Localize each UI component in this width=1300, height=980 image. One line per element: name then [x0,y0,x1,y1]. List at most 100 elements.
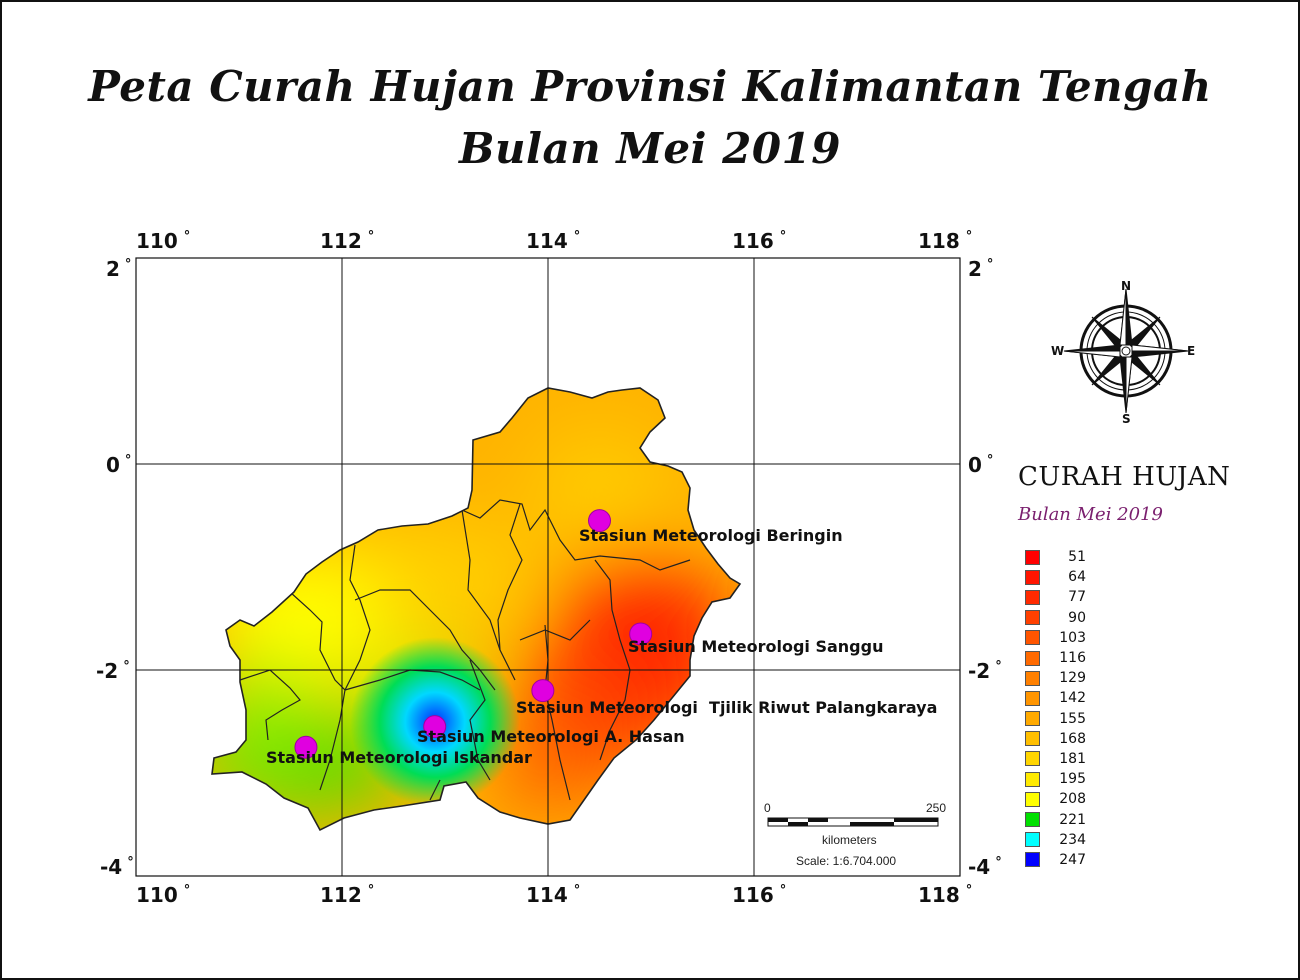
legend-swatch [1025,852,1040,868]
map-title: Peta Curah Hujan Provinsi Kalimantan Ten… [88,62,1212,111]
lat-tick-0-right: 0 ° [968,453,993,477]
legend-value: 90 [1068,609,1086,626]
legend-value: 129 [1059,670,1086,687]
lat-tick-2-right: 2 ° [968,257,993,281]
compass-north-label: N [1121,279,1131,293]
longitude-ticks-top: 110 ° 112 ° 114 ° 116 ° 118 ° [136,229,972,253]
legend-title: CURAH HUJAN [1018,462,1231,492]
latitude-ticks-left: 2 ° 0 ° -2 ° -4 ° [96,257,134,879]
compass-rose-icon: N S E W [1051,279,1195,426]
legend-value: 181 [1059,750,1086,767]
legend-value: 77 [1068,589,1086,606]
legend-value: 103 [1059,629,1086,646]
compass-south-label: S [1122,412,1131,426]
station-label-sanggu: Stasiun Meteorologi Sanggu [628,637,883,656]
legend-item: 103 [1018,628,1248,648]
legend-item: 77 [1018,587,1248,607]
station-labels: Stasiun Meteorologi Beringin Stasiun Met… [266,526,937,767]
legend-swatch [1025,549,1040,565]
legend-swatch [1025,771,1040,787]
station-marker-sanggu[interactable] [629,622,653,646]
station-label-beringin: Stasiun Meteorologi Beringin [579,526,843,545]
lon-tick-116-top: 116 ° [732,229,786,253]
lat-tick-2-left: 2 ° [106,257,131,281]
legend-swatch [1025,711,1040,727]
compass-east-label: E [1187,344,1195,358]
lat-tick-m4-left: -4 ° [100,855,134,879]
longitude-ticks-bottom: 110 ° 112 ° 114 ° 116 ° 118 ° [136,883,972,907]
latitude-ticks-right: 2 ° 0 ° -2 ° -4 ° [968,257,1002,879]
scale-ratio-label: Scale: 1:6.704.000 [796,854,896,868]
station-label-a-hasan: Stasiun Meteorologi A. Hasan [417,727,685,746]
lon-tick-112-top: 112 ° [320,229,374,253]
lat-tick-m2-right: -2 ° [968,659,1002,683]
legend-swatch [1025,670,1040,686]
station-label-iskandar: Stasiun Meteorologi Iskandar [266,748,532,767]
legend-value: 195 [1059,771,1086,788]
rainfall-surface [212,388,740,830]
scale-end-label: 250 [926,801,946,815]
legend-swatch [1025,812,1040,828]
map-subtitle: Bulan Mei 2019 [458,124,842,173]
lon-tick-116-bottom: 116 ° [732,883,786,907]
rainfall-legend: CURAH HUJAN Bulan Mei 2019 51 64 77 90 103 11… [1018,462,1248,870]
lon-tick-110-bottom: 110 ° [136,883,190,907]
legend-item: 155 [1018,709,1248,729]
legend-value: 116 [1059,650,1086,667]
legend-value: 208 [1059,791,1086,808]
legend-swatch [1025,610,1040,626]
station-marker-tjilik-riwut[interactable] [531,679,555,703]
compass-west-label: W [1051,344,1064,358]
legend-item: 181 [1018,749,1248,769]
scale-unit-label: kilometers [822,833,877,847]
legend-subtitle: Bulan Mei 2019 [1018,504,1163,525]
lon-tick-114-bottom: 114 ° [526,883,580,907]
legend-item: 116 [1018,648,1248,668]
lon-tick-112-bottom: 112 ° [320,883,374,907]
legend-value: 234 [1059,831,1086,848]
legend-value: 247 [1059,851,1086,868]
legend-item: 195 [1018,769,1248,789]
regency-boundaries [239,499,691,801]
scale-start-label: 0 [764,801,771,815]
legend-swatch [1025,832,1040,848]
legend-item: 64 [1018,567,1248,587]
legend-item: 234 [1018,830,1248,850]
legend-item: 142 [1018,688,1248,708]
legend-swatch [1025,791,1040,807]
station-marker-beringin[interactable] [588,509,611,533]
legend-item: 51 [1018,547,1248,567]
lon-tick-110-top: 110 ° [136,229,190,253]
lat-tick-m2-left: -2 ° [96,659,130,683]
lon-tick-118-bottom: 118 ° [918,883,972,907]
lat-tick-0-left: 0 ° [106,453,131,477]
station-marker-a-hasan[interactable] [423,715,447,739]
legend-swatch [1025,751,1040,767]
legend-value: 168 [1059,730,1086,747]
legend-swatch [1025,569,1040,585]
legend-item: 208 [1018,789,1248,809]
legend-swatch [1025,630,1040,646]
legend-items: 51 64 77 90 103 116 129 142 155 168 181 195 208 221 23… [1018,547,1248,870]
legend-swatch [1025,731,1040,747]
station-label-tjilik-riwut: Stasiun Meteorologi Tjilik Riwut Palangk… [516,698,937,717]
lon-tick-114-top: 114 ° [526,229,580,253]
graticule [136,258,960,876]
legend-value: 64 [1068,569,1086,586]
legend-value: 51 [1068,549,1086,566]
legend-swatch [1025,589,1040,605]
legend-item: 247 [1018,850,1248,870]
legend-swatch [1025,690,1040,706]
lat-tick-m4-right: -4 ° [968,855,1002,879]
lon-tick-118-top: 118 ° [918,229,972,253]
legend-value: 221 [1059,811,1086,828]
legend-value: 155 [1059,710,1086,727]
station-markers [294,509,653,759]
legend-item: 221 [1018,809,1248,829]
station-marker-iskandar[interactable] [294,735,318,759]
legend-item: 168 [1018,729,1248,749]
legend-value: 142 [1059,690,1086,707]
legend-swatch [1025,650,1040,666]
